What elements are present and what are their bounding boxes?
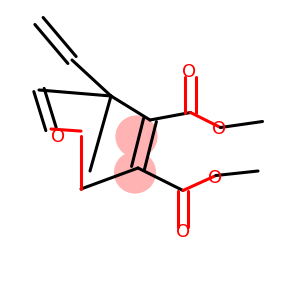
Text: O: O [208, 169, 223, 187]
Circle shape [116, 116, 157, 157]
Circle shape [115, 152, 155, 193]
Text: O: O [212, 120, 226, 138]
Text: O: O [51, 128, 66, 146]
Text: O: O [182, 63, 196, 81]
Text: O: O [176, 223, 190, 241]
